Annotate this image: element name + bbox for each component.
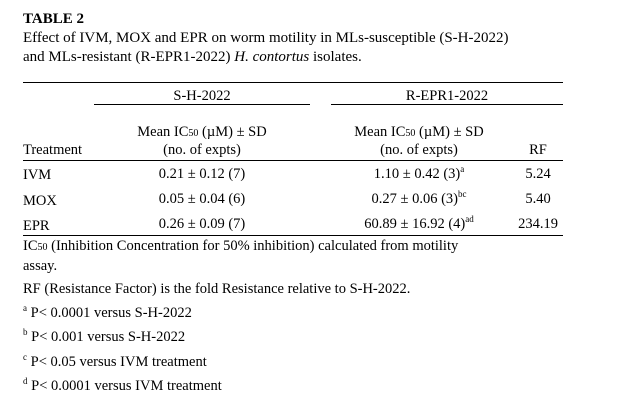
row-treatment: MOX <box>23 193 57 209</box>
col-header-resistant-mean: Mean IC50 (µM) ± SD <box>354 124 484 140</box>
note-rf: RF (Resistance Factor) is the fold Resis… <box>23 281 411 297</box>
footnote-d: d P< 0.0001 versus IVM treatment <box>23 376 222 394</box>
caption-line-2-suffix: isolates. <box>309 49 362 65</box>
row-treatment: IVM <box>23 167 52 183</box>
col-header-rf: RF <box>529 142 547 158</box>
table-label: TABLE 2 <box>23 11 84 27</box>
row-resistant-value: 0.27 ± 0.06 (3)bc <box>371 189 467 207</box>
col-header-treatment: Treatment <box>23 142 83 158</box>
caption-line-2: and MLs-resistant (R-EPR1-2022) H. conto… <box>23 48 509 67</box>
row-susceptible-value: 0.26 ± 0.09 (7) <box>158 216 246 232</box>
caption-line-1: Effect of IVM, MOX and EPR on worm motil… <box>23 30 509 46</box>
header-bottom-rule <box>23 160 563 161</box>
table-bottom-rule <box>23 235 563 236</box>
row-rf: 234.19 <box>518 216 558 232</box>
row-resistant-value: 60.89 ± 16.92 (4)ad <box>364 214 474 232</box>
group-rule-susceptible <box>94 104 310 105</box>
caption-line-2-prefix: and MLs-resistant (R-EPR1-2022) <box>23 49 235 65</box>
footnote-a: a P< 0.0001 versus S-H-2022 <box>23 303 192 321</box>
table-top-rule <box>23 82 563 83</box>
col-header-resistant-expts: (no. of expts) <box>380 142 458 158</box>
row-susceptible-value: 0.05 ± 0.04 (6) <box>158 191 246 207</box>
footnote-c: c P< 0.05 versus IVM treatment <box>23 352 207 370</box>
row-resistant-value: 1.10 ± 0.42 (3)a <box>373 164 465 182</box>
note-ic50-continued: assay. <box>23 258 58 274</box>
col-header-susceptible-expts: (no. of expts) <box>163 142 241 158</box>
note-ic50: IC50 (Inhibition Concentration for 50% i… <box>23 238 459 254</box>
row-rf: 5.24 <box>525 166 551 182</box>
group-header-resistant: R-EPR1-2022 <box>405 88 489 104</box>
row-susceptible-value: 0.21 ± 0.12 (7) <box>158 166 246 182</box>
row-rf: 5.40 <box>525 191 551 207</box>
footnote-b: b P< 0.001 versus S-H-2022 <box>23 327 186 345</box>
group-rule-resistant <box>331 104 563 105</box>
caption-species: H. contortus <box>234 49 310 65</box>
group-header-susceptible: S-H-2022 <box>173 88 231 104</box>
col-header-susceptible-mean: Mean IC50 (µM) ± SD <box>137 124 267 140</box>
table-caption: Effect of IVM, MOX and EPR on worm motil… <box>23 29 509 67</box>
row-treatment: EPR <box>23 218 50 234</box>
